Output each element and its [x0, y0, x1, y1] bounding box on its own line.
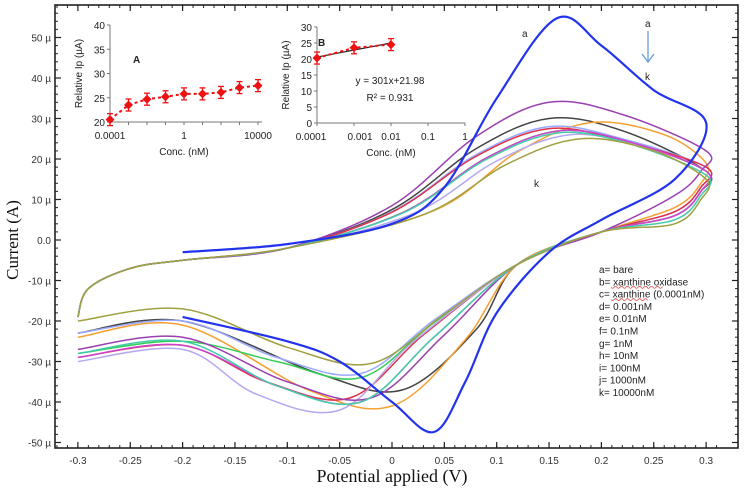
legend-item: i= 100nM: [599, 363, 640, 374]
inset-y-tick-label: 15: [301, 71, 313, 82]
inset-y-tick-label: 10: [301, 87, 313, 98]
x-tick-label: -0.2: [174, 456, 192, 467]
legend-item: j= 1000nM: [598, 376, 646, 387]
curve-k-label: k: [534, 179, 540, 190]
data-point-marker: [386, 40, 396, 50]
inset-y-tick-label: 25: [301, 39, 313, 50]
inset-x-tick-label: 0.001: [347, 132, 372, 143]
legend-item: b= xanthine oxidase: [599, 277, 689, 288]
data-point-marker: [312, 53, 322, 63]
data-point-marker: [124, 100, 133, 110]
voltammogram-curves: [77, 15, 713, 434]
legend-item: h= 10nM: [599, 351, 638, 362]
spellcheck-underline: [610, 298, 672, 301]
inset-x-tick-label: 0.1: [421, 132, 435, 143]
x-tick-label: 0.15: [539, 456, 559, 467]
x-tick-label: 0.25: [644, 456, 664, 467]
inset-x-axis-title: Conc. (nM): [366, 148, 415, 159]
data-point-marker: [179, 89, 189, 99]
x-tick-label: -0.05: [328, 456, 351, 467]
inset-y-tick-label: 5: [306, 103, 312, 114]
inset-B: 30 25 20 15 10 5 0 0.0001 0.001 0.01 0.1 1 Conc. (nM…: [281, 23, 468, 159]
x-tick-label: -0.25: [119, 456, 142, 467]
y-tick-label: 30 µ: [31, 115, 51, 126]
inset-y-tick-label: 0: [306, 119, 312, 130]
x-tick-label: -0.1: [279, 456, 297, 467]
arrow-end-label: k: [645, 72, 651, 83]
inset-x-tick-label: 10000: [244, 131, 272, 142]
inset-y-tick-label: 20: [301, 55, 313, 66]
inset-A: 40 35 30 25 20 0.0001 1 10000 Conc. (nM) Relative…: [74, 21, 272, 158]
legend-item: a= bare: [599, 265, 634, 276]
y-axis-title: Current (A): [3, 200, 22, 280]
y-tick-label: -10 µ: [28, 277, 51, 288]
data-point-marker: [198, 89, 207, 99]
y-tick-label: 20 µ: [31, 155, 51, 166]
inset-x-tick-label: 1: [462, 132, 468, 143]
inset-y-tick-label: 20: [94, 118, 106, 129]
inset-y-tick-label: 30: [301, 23, 313, 34]
legend-item: g= 1nM: [599, 339, 633, 350]
x-tick-label: 0.2: [594, 456, 608, 467]
inset-x-tick-label: 0.01: [381, 132, 401, 143]
data-point-marker: [216, 87, 226, 97]
trendline-r2: R² = 0.931: [367, 93, 414, 104]
legend-item: d= 0.001nM: [599, 302, 652, 313]
inset-panel-label: B: [318, 38, 325, 49]
down-arrow-icon: [641, 53, 655, 64]
inset-x-tick-label: 0.0001: [296, 132, 327, 143]
plot-frame: [54, 4, 739, 449]
data-point-marker: [349, 43, 359, 53]
y-tick-label: 40 µ: [31, 74, 51, 85]
inset-x-axis-title: Conc. (nM): [159, 147, 208, 158]
curve-k: [77, 137, 711, 366]
inset-panel-label: A: [133, 55, 140, 66]
y-tick-label: 0.0: [37, 236, 51, 247]
x-axis-title: Potential applied (V): [317, 466, 468, 487]
y-tick-label: 10 µ: [31, 196, 51, 207]
inset-x-tick-label: 1: [181, 131, 187, 142]
arrow-start-label: a: [645, 19, 651, 30]
inset-y-axis-title: Relative Ip (µA): [281, 40, 292, 109]
inset-y-axis-title: Relative Ip (µA): [74, 39, 85, 108]
legend-item: k= 10000nM: [599, 388, 654, 399]
y-tick-label: 50 µ: [31, 34, 51, 45]
curve-a: [182, 15, 708, 434]
x-tick-label: -0.15: [224, 456, 247, 467]
curve-a-label: a: [522, 29, 528, 40]
data-point-marker: [142, 94, 152, 104]
x-tick-label: 0.1: [490, 456, 504, 467]
data-point-marker: [253, 81, 263, 91]
y-tick-label: -30 µ: [28, 358, 51, 369]
legend-item: c= xanthine (0.0001nM): [599, 290, 704, 301]
y-tick-label: -50 µ: [28, 439, 51, 450]
x-tick-label: 0: [389, 456, 395, 467]
legend-item: e= 0.01nM: [599, 314, 647, 325]
inset-y-tick-label: 40: [94, 21, 106, 32]
legend-item: f= 0.1nM: [599, 327, 638, 338]
y-tick-label: -40 µ: [28, 398, 51, 409]
data-point-marker: [235, 83, 244, 93]
inset-x-tick-label: 0.0001: [95, 131, 126, 142]
x-tick-label: 0.3: [699, 456, 713, 467]
spellcheck-underline: [610, 285, 672, 289]
inset-y-tick-label: 35: [94, 45, 106, 56]
inset-y-tick-label: 30: [94, 70, 106, 81]
y-tick-label: -20 µ: [28, 317, 51, 328]
x-tick-label: 0.05: [435, 456, 455, 467]
data-point-marker: [161, 92, 170, 102]
data-point-marker: [105, 115, 115, 125]
inset-y-tick-label: 25: [94, 94, 106, 105]
x-tick-label: -0.3: [69, 456, 87, 467]
trendline-equation: y = 301x+21.98: [356, 76, 425, 87]
